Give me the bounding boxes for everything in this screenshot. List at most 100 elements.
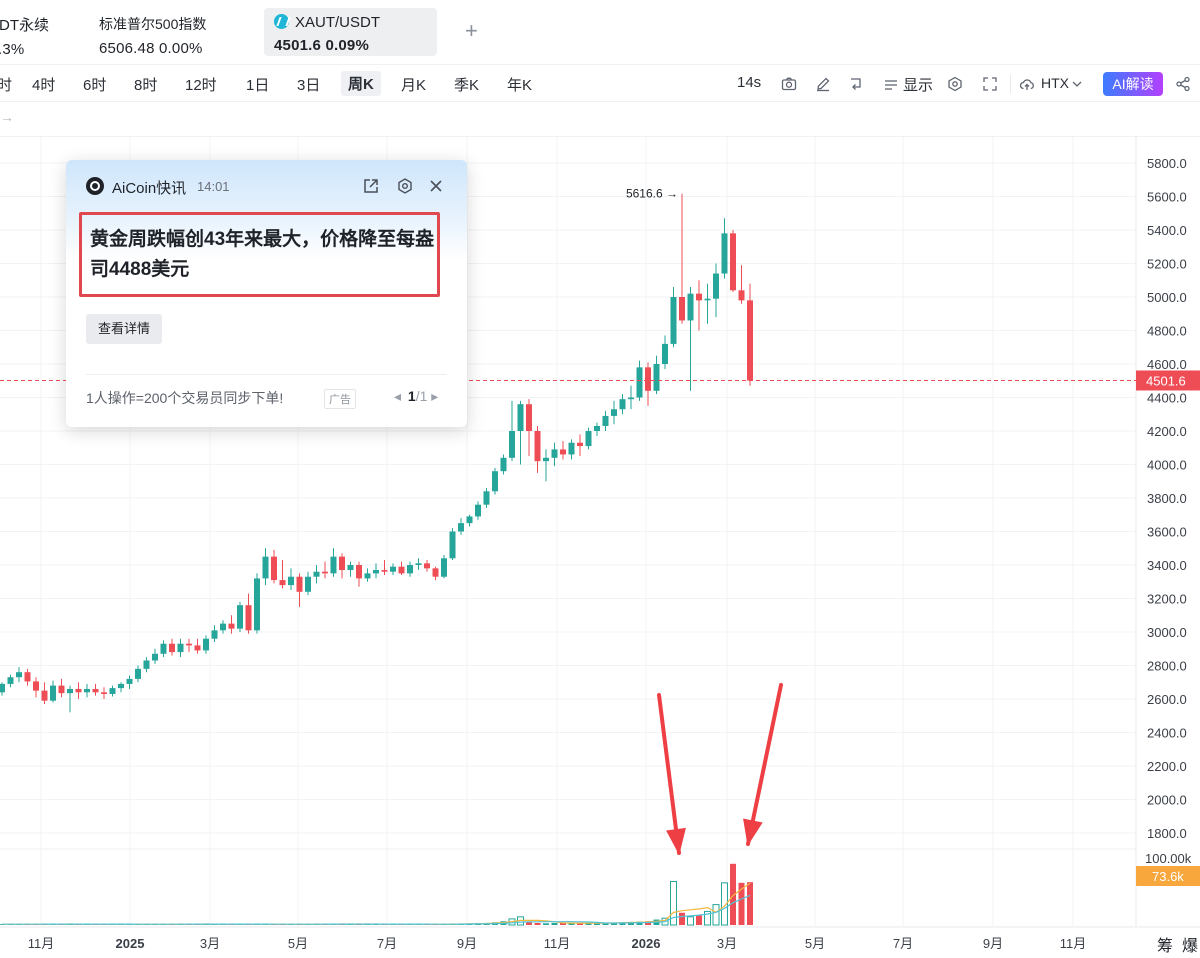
news-headline[interactable]: 黄金周跌幅创43年来最大，价格降至每盎司4488美元 — [90, 229, 435, 280]
settings-icon[interactable] — [396, 177, 414, 195]
ticker-tabs: DT永续 .3% 标准普尔500指数 6506.48 0.00% XAUT/US… — [0, 0, 1200, 64]
timeframe-6h[interactable]: 6时 — [83, 77, 107, 94]
candle-body — [118, 683, 124, 689]
candle-body — [415, 563, 422, 565]
timeframe-8h[interactable]: 8时 — [134, 77, 158, 94]
volume-bar — [670, 880, 677, 926]
chips-indicator-toggle[interactable]: 筹 — [1157, 938, 1174, 955]
expand-arrow-icon[interactable]: → — [0, 109, 14, 125]
news-flash-popup: AiCoin快讯 14:01 黄金周跌幅创43年来最大，价格降至每盎司4488美… — [66, 160, 467, 427]
timeframe-quarter[interactable]: 季K — [454, 77, 480, 94]
ticker-quote: .3% — [0, 41, 25, 58]
timeframe-1d[interactable]: 1日 — [246, 77, 270, 94]
liquidation-indicator-toggle[interactable]: 爆 — [1182, 938, 1199, 955]
list-icon[interactable] — [883, 76, 899, 92]
candle-body — [398, 566, 405, 574]
x-tick-label: 9月 — [457, 936, 477, 951]
share-icon[interactable] — [1175, 76, 1191, 92]
fullscreen-icon[interactable] — [982, 76, 998, 92]
open-external-icon[interactable] — [362, 177, 380, 195]
candle-body — [704, 298, 711, 301]
settings-hex-icon[interactable] — [947, 76, 963, 92]
timeframe-1h[interactable]: 时 — [0, 77, 13, 94]
volume-bar — [687, 916, 694, 926]
candle-body — [194, 645, 201, 651]
candle-body — [24, 672, 31, 682]
candle-body — [500, 457, 507, 472]
timeframe-12h[interactable]: 12时 — [185, 77, 217, 94]
view-details-button[interactable]: 查看详情 — [86, 314, 162, 344]
headline-highlight-box: 黄金周跌幅创43年来最大，价格降至每盎司4488美元 — [79, 212, 440, 297]
candle-body — [466, 516, 473, 524]
candle-body — [203, 638, 209, 651]
price-axis: 5800.0 5600.0 5400.0 5200.0 5000.0 4800.0 4600… — [0, 137, 1200, 928]
price-axis-bg — [1136, 137, 1200, 927]
y-tick-label: 2200.0 — [1147, 759, 1187, 774]
volume-bar — [611, 922, 617, 925]
candle-body — [551, 449, 558, 458]
display-menu[interactable]: 显示 — [903, 77, 934, 94]
x-tick-label: 2025 — [116, 936, 145, 951]
add-tab-button[interactable]: + — [465, 18, 478, 43]
candle-body — [186, 643, 192, 646]
pager-prev-icon[interactable]: ◂ — [394, 388, 402, 404]
candle-body — [364, 573, 371, 579]
pencil-icon[interactable] — [815, 76, 831, 92]
x-tick-label: 7月 — [377, 936, 397, 951]
volume-bar — [560, 923, 566, 925]
y-tick-label: 3200.0 — [1147, 592, 1187, 607]
camera-icon[interactable] — [781, 76, 797, 92]
candle-body — [619, 399, 626, 410]
timeframe-4h[interactable]: 4时 — [32, 77, 56, 94]
replay-icon[interactable] — [848, 76, 864, 92]
timeframe-1mo[interactable]: 月K — [401, 77, 427, 94]
volume-bar — [679, 912, 685, 925]
y-tick-label: 5600.0 — [1147, 190, 1187, 205]
candle-body — [245, 605, 252, 631]
candle-body — [679, 297, 685, 321]
ticker-name: XAUT/USDT — [274, 14, 437, 31]
last-price-label: 4501.6 — [1146, 373, 1186, 388]
x-tick-label: 11月 — [544, 936, 571, 951]
ticker-tab-perpetual[interactable]: DT永续 .3% — [0, 8, 80, 58]
ticker-tab-sp500[interactable]: 标准普尔500指数 6506.48 0.00% — [99, 8, 249, 57]
x-tick-label: 5月 — [805, 936, 825, 951]
volume-bar — [747, 882, 753, 925]
pager-next-icon[interactable]: ▸ — [431, 388, 439, 404]
volume-last-tag — [1136, 866, 1200, 886]
y-tick-label: 5000.0 — [1147, 290, 1187, 305]
cloud-icon — [1019, 79, 1034, 90]
timeframe-1w[interactable]: 周K — [341, 71, 381, 96]
candle-body — [636, 367, 643, 398]
news-time: 14:01 — [197, 179, 230, 194]
ai-interpret-button[interactable]: AI解读 — [1103, 72, 1163, 96]
candle-body — [75, 688, 82, 693]
timeframe-3d[interactable]: 3日 — [297, 77, 321, 94]
close-icon[interactable] — [427, 177, 445, 195]
chevron-down-icon[interactable] — [1071, 78, 1083, 90]
candle-body — [211, 630, 218, 639]
candle-body — [458, 523, 464, 532]
candle-body — [288, 576, 294, 586]
y-tick-label: 3400.0 — [1147, 558, 1187, 573]
ad-badge: 广告 — [324, 389, 356, 409]
ticker-tab-xaut[interactable]: XAUT/USDT 4501.6 0.09% — [264, 8, 437, 56]
candle-body — [322, 571, 328, 574]
y-tick-label: 4000.0 — [1147, 458, 1187, 473]
volume-bar — [696, 915, 702, 925]
timeframe-year[interactable]: 年K — [507, 77, 533, 94]
candle-body — [577, 442, 583, 447]
volume-bar — [721, 882, 728, 926]
ad-text[interactable]: 1人操作=200个交易员同步下单! — [86, 390, 284, 406]
candle-body — [126, 678, 133, 684]
volume-bar — [619, 922, 626, 925]
candle-body — [228, 623, 235, 629]
ad-pager: ◂ 1/1 ▸ — [394, 388, 438, 405]
pager-current: 1 — [407, 388, 416, 404]
candle-body — [560, 449, 566, 455]
candle-body — [662, 343, 668, 364]
exchange-selector[interactable]: HTX — [1041, 75, 1069, 91]
volume-bar — [704, 910, 711, 926]
aicoin-logo-icon — [86, 177, 104, 195]
